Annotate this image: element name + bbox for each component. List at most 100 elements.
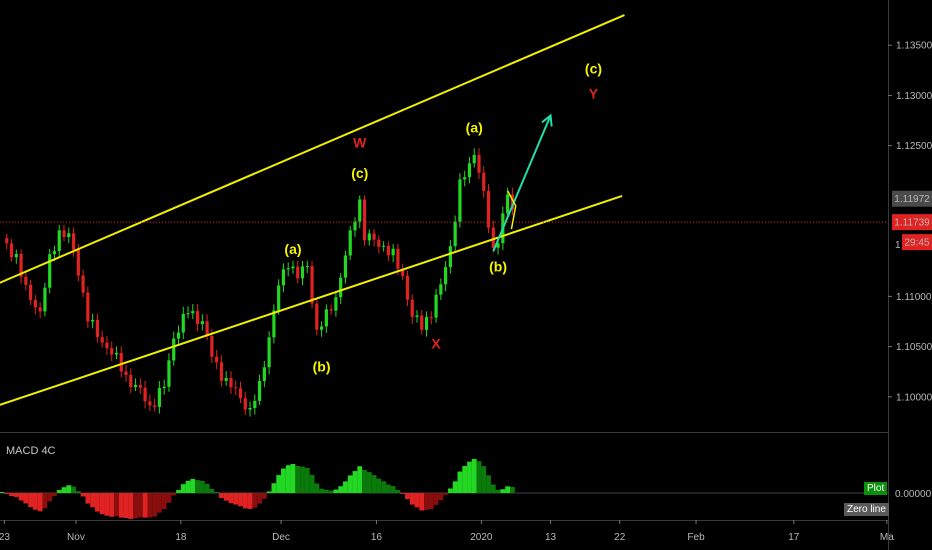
macd-bar bbox=[42, 493, 48, 509]
time-tick-label: Nov bbox=[67, 532, 85, 543]
candle-body bbox=[310, 266, 314, 304]
candle-body bbox=[262, 367, 266, 382]
price-axis[interactable]: 1.10000 1.10500 1.11000 1.12500 1.13000 1.135… bbox=[888, 41, 932, 404]
macd-bar bbox=[467, 461, 472, 493]
price-tick-label: 1.10000 bbox=[896, 392, 932, 403]
macd-bar bbox=[109, 493, 115, 517]
candle-body bbox=[110, 348, 114, 355]
macd-bar bbox=[395, 490, 401, 493]
candle-body bbox=[415, 315, 419, 317]
macd-bar bbox=[23, 493, 29, 504]
macd-bar bbox=[261, 493, 267, 499]
macd-bar bbox=[505, 486, 511, 493]
candle-body bbox=[472, 154, 476, 164]
candle-body bbox=[339, 277, 343, 298]
macd-bar bbox=[75, 491, 81, 493]
candle-body bbox=[91, 319, 95, 322]
macd-bar bbox=[32, 493, 38, 510]
candle-body bbox=[372, 233, 376, 240]
macd-bar bbox=[285, 465, 291, 493]
pattern-marker[interactable] bbox=[506, 190, 517, 230]
macd-bar bbox=[495, 489, 501, 493]
time-axis[interactable]: 23 Nov 18 Dec 16 2020 13 22 Feb 17 Ma bbox=[0, 520, 894, 543]
macd-bar bbox=[209, 488, 215, 493]
candle-body bbox=[272, 310, 276, 338]
macd-bar bbox=[118, 493, 124, 518]
candle-body bbox=[510, 194, 514, 210]
candle-body bbox=[277, 285, 281, 311]
candle-body bbox=[181, 313, 185, 333]
candle-body bbox=[496, 243, 500, 248]
candle-body bbox=[391, 248, 395, 256]
candle-body bbox=[176, 332, 181, 339]
macd-bar bbox=[438, 493, 444, 501]
candle-body bbox=[367, 233, 371, 241]
macd-bar bbox=[157, 493, 162, 513]
candle-body bbox=[86, 292, 90, 322]
macd-bar bbox=[447, 488, 453, 493]
macd-bar bbox=[443, 493, 449, 495]
channel-lower-line[interactable] bbox=[0, 194, 623, 437]
macd-bar bbox=[347, 475, 353, 493]
candle-body bbox=[477, 154, 481, 173]
projection-arrowhead bbox=[541, 113, 553, 127]
macd-bar bbox=[56, 490, 62, 493]
macd-bar bbox=[142, 493, 148, 518]
candle-body bbox=[305, 266, 309, 268]
candle-body bbox=[458, 179, 462, 222]
macd-bar bbox=[4, 493, 10, 494]
macd-bar bbox=[371, 475, 377, 493]
candle-body bbox=[453, 221, 457, 247]
candle-body bbox=[377, 239, 381, 247]
macd-bar bbox=[95, 493, 100, 512]
price-tick-label: 1.13500 bbox=[896, 41, 932, 52]
candle-body bbox=[267, 337, 271, 368]
candle-body bbox=[186, 313, 190, 315]
candle-body bbox=[506, 194, 510, 214]
macd-bar bbox=[328, 490, 334, 493]
macd-bar bbox=[385, 484, 391, 493]
candle-body bbox=[482, 172, 486, 191]
candle-body bbox=[114, 352, 119, 355]
time-tick-label: 2020 bbox=[470, 532, 493, 543]
macd-bar bbox=[409, 493, 415, 505]
candle-body bbox=[405, 275, 410, 300]
macd-panel-title[interactable]: MACD 4C bbox=[6, 445, 56, 457]
candle-body bbox=[286, 268, 290, 270]
candle-body bbox=[48, 254, 52, 288]
macd-bar bbox=[219, 493, 224, 499]
candle-body bbox=[205, 321, 209, 337]
price-tick-label: 1.13000 bbox=[896, 91, 932, 102]
macd-plot-badge: Plot bbox=[864, 482, 888, 495]
projection-arrow[interactable] bbox=[492, 115, 552, 252]
candle-body bbox=[167, 360, 171, 387]
time-tick-label: 22 bbox=[614, 532, 626, 543]
candle-body bbox=[148, 401, 152, 406]
macd-bar bbox=[333, 489, 339, 493]
candle-body bbox=[162, 386, 166, 388]
candle-body bbox=[315, 303, 319, 330]
candle-body bbox=[396, 248, 400, 269]
last-price-badge bbox=[892, 190, 932, 207]
channel-upper-line[interactable] bbox=[0, 14, 625, 311]
macd-bar bbox=[257, 493, 262, 504]
macd-bar bbox=[314, 483, 320, 493]
channel-lines[interactable] bbox=[0, 14, 625, 437]
macd-bar bbox=[281, 468, 286, 493]
macd-bar bbox=[338, 486, 344, 493]
wave-labels: W (c) (a) (b) X (a) (b) (c) Y bbox=[284, 60, 602, 374]
candle-body bbox=[81, 275, 85, 293]
macd-bar bbox=[400, 493, 406, 494]
candle-body bbox=[129, 374, 133, 388]
time-tick-label: Dec bbox=[272, 532, 290, 543]
macd-bar bbox=[242, 493, 248, 509]
macd-bar bbox=[204, 483, 210, 493]
price-tick-partial: 1 bbox=[895, 240, 901, 251]
candle-body bbox=[253, 400, 257, 409]
macd-bar bbox=[37, 493, 43, 512]
candle-body bbox=[153, 405, 157, 407]
candle-body bbox=[172, 338, 176, 361]
macd-bar bbox=[233, 493, 239, 505]
candle-body bbox=[353, 221, 357, 231]
